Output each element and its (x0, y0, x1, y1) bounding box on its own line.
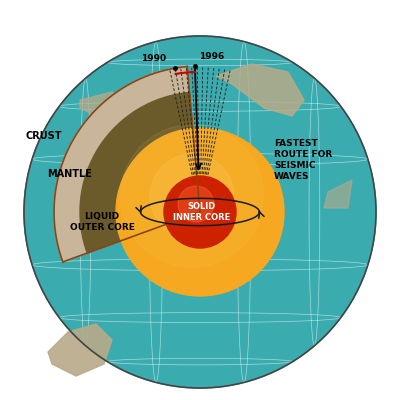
Circle shape (179, 183, 204, 209)
Polygon shape (80, 92, 132, 124)
Polygon shape (324, 180, 352, 208)
Circle shape (24, 36, 376, 388)
Text: 1996: 1996 (199, 52, 224, 61)
Text: CRUST: CRUST (26, 131, 62, 141)
Text: 1990: 1990 (142, 54, 167, 64)
Circle shape (150, 154, 234, 238)
Text: SOLID
INNER CORE: SOLID INNER CORE (173, 202, 231, 222)
Text: LIQUID
OUTER CORE: LIQUID OUTER CORE (70, 212, 134, 232)
Circle shape (164, 176, 236, 248)
Circle shape (178, 186, 214, 222)
Wedge shape (80, 92, 200, 253)
Text: MANTLE: MANTLE (48, 169, 92, 179)
Polygon shape (216, 64, 304, 116)
Text: FASTEST
ROUTE FOR
SEISMIC
WAVES: FASTEST ROUTE FOR SEISMIC WAVES (274, 139, 332, 181)
Wedge shape (54, 66, 200, 262)
Circle shape (121, 125, 263, 267)
Circle shape (116, 128, 284, 296)
Polygon shape (48, 324, 112, 376)
